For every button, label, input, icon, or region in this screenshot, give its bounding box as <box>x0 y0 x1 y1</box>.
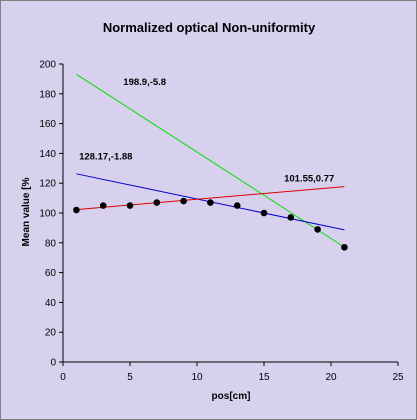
x-tick-label: 25 <box>392 372 404 383</box>
fit-line-3 <box>76 186 345 211</box>
data-point <box>341 243 348 251</box>
tick-labels: 0 20 40 60 80 100 120 140 160 180 200 0 5 10 15 20 25 <box>39 60 404 384</box>
data-point <box>287 214 295 221</box>
x-tick-label: 5 <box>127 372 133 383</box>
y-tick-label: 160 <box>39 119 56 130</box>
fit-annotation: 101.55,0.77 <box>284 174 334 185</box>
annotations: 198.9,-5.8 128.17,-1.88 101.55,0.77 <box>79 77 334 185</box>
y-tick-label: 0 <box>50 358 56 369</box>
data-points <box>73 197 348 251</box>
fit-line-1 <box>76 73 345 248</box>
y-tick-label: 80 <box>45 238 57 249</box>
data-point <box>260 209 268 217</box>
y-tick-label: 100 <box>39 209 56 220</box>
y-tick-label: 180 <box>39 89 56 100</box>
data-point <box>207 199 214 206</box>
y-tick-label: 40 <box>45 298 57 309</box>
y-tick-label: 120 <box>39 179 56 190</box>
data-point <box>233 202 241 209</box>
plot-area <box>63 64 398 362</box>
data-point <box>73 206 80 214</box>
y-tick-label: 200 <box>39 60 56 71</box>
y-axis-label: Mean value [% <box>21 177 32 246</box>
data-point <box>153 199 161 206</box>
x-tick-label: 10 <box>191 372 203 383</box>
fit-annotation: 198.9,-5.8 <box>123 77 166 88</box>
axes <box>59 63 399 366</box>
x-axis-label: pos[cm] <box>212 391 251 402</box>
x-tick-label: 20 <box>325 372 337 383</box>
x-tick-label: 0 <box>60 372 66 383</box>
y-tick-label: 60 <box>45 268 57 279</box>
chart-title: Normalized optical Non-uniformity <box>103 20 316 35</box>
y-tick-label: 140 <box>39 149 56 160</box>
data-point <box>99 202 107 209</box>
data-point <box>314 226 321 233</box>
x-tick-label: 15 <box>258 372 270 383</box>
data-point <box>126 202 134 209</box>
fit-annotation: 128.17,-1.88 <box>79 151 132 162</box>
data-point <box>180 197 187 205</box>
y-tick-label: 20 <box>45 328 57 339</box>
